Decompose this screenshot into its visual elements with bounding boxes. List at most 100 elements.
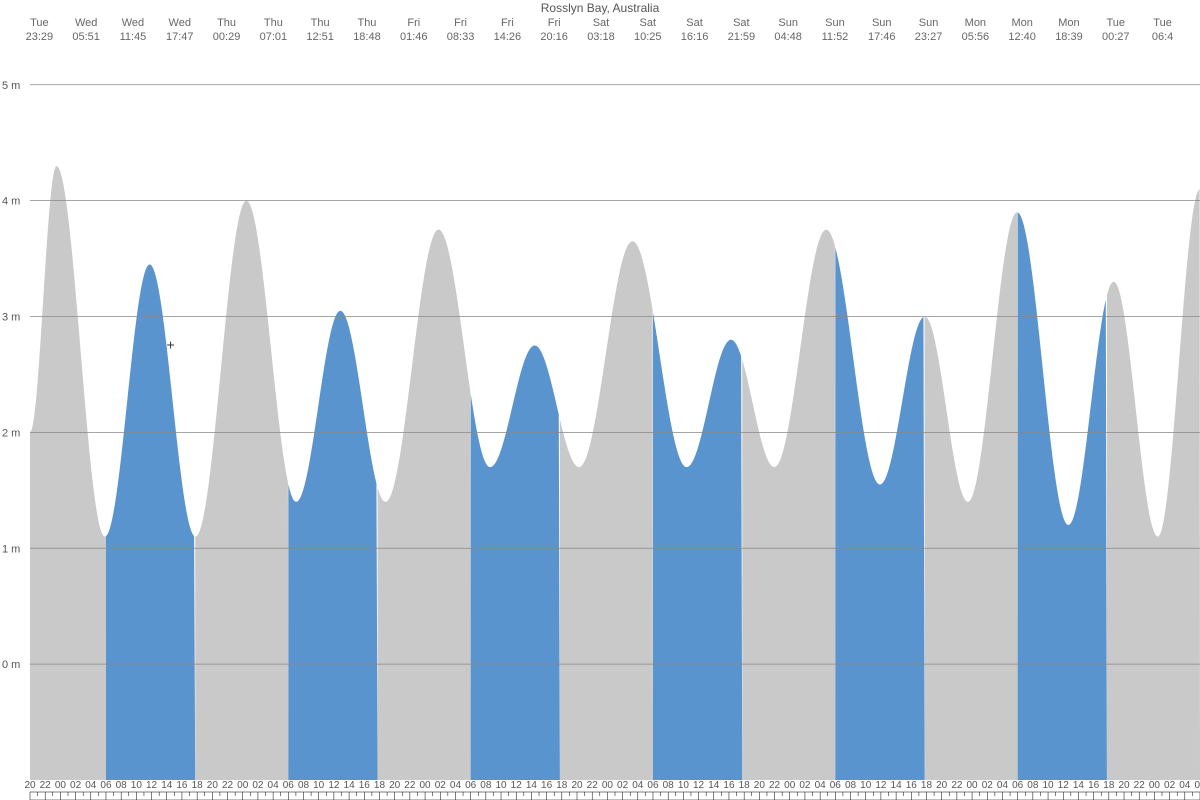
x-hour-label: 06 (283, 780, 295, 791)
x-hour-label: 02 (1164, 780, 1176, 791)
extreme-time-label: 04:48 (774, 31, 802, 43)
x-hour-label: 08 (298, 780, 310, 791)
x-hour-label: 10 (131, 780, 143, 791)
x-hour-label: 14 (1073, 780, 1085, 791)
extreme-time-label: 07:01 (260, 31, 288, 43)
x-hour-label: 18 (556, 780, 568, 791)
x-hour-label: 10 (678, 780, 690, 791)
extreme-time-label: 21:59 (728, 31, 756, 43)
extreme-time-label: 23:29 (26, 31, 54, 43)
extreme-day-label: Tue (1106, 17, 1125, 29)
extreme-day-label: Sun (872, 17, 892, 29)
extreme-day-label: Wed (169, 17, 191, 29)
chart-svg: 0 m1 m2 m3 m4 m5 mRosslyn Bay, Australia… (0, 0, 1200, 800)
extreme-day-label: Fri (501, 17, 514, 29)
x-hour-label: 04 (997, 780, 1009, 791)
extreme-day-label: Tue (30, 17, 49, 29)
x-hour-label: 06 (1194, 780, 1200, 791)
x-hour-label: 16 (176, 780, 188, 791)
x-hour-label: 22 (1134, 780, 1146, 791)
y-tick-label: 2 m (2, 427, 20, 439)
x-hour-label: 22 (404, 780, 416, 791)
tide-area-night (742, 230, 835, 780)
x-hour-label: 20 (389, 780, 401, 791)
x-hour-label: 08 (663, 780, 675, 791)
extreme-day-label: Thu (311, 17, 330, 29)
x-hour-label: 02 (982, 780, 994, 791)
extreme-day-label: Tue (1153, 17, 1172, 29)
tide-area-night (30, 166, 106, 780)
x-hour-label: 16 (723, 780, 735, 791)
tide-area-day (288, 311, 377, 780)
x-hour-label: 12 (875, 780, 887, 791)
x-hour-label: 06 (830, 780, 842, 791)
x-hour-label: 12 (328, 780, 340, 791)
extreme-day-label: Fri (407, 17, 420, 29)
x-hour-label: 18 (739, 780, 751, 791)
extreme-day-label: Mon (1058, 17, 1079, 29)
x-hour-label: 22 (951, 780, 963, 791)
extreme-day-label: Sat (733, 17, 750, 29)
x-hour-label: 00 (237, 780, 249, 791)
extreme-time-label: 17:46 (868, 31, 896, 43)
x-hour-label: 20 (24, 780, 36, 791)
extreme-time-label: 10:25 (634, 31, 662, 43)
extreme-day-label: Thu (357, 17, 376, 29)
x-hour-label: 10 (860, 780, 872, 791)
extreme-day-label: Thu (264, 17, 283, 29)
tide-area-day (835, 247, 924, 780)
x-hour-label: 04 (268, 780, 280, 791)
x-hour-label: 06 (647, 780, 659, 791)
x-hour-label: 04 (1179, 780, 1191, 791)
extreme-day-label: Thu (217, 17, 236, 29)
extreme-day-label: Mon (965, 17, 986, 29)
extreme-time-label: 23:27 (915, 31, 943, 43)
chart-title: Rosslyn Bay, Australia (541, 1, 660, 15)
x-hour-label: 04 (450, 780, 462, 791)
x-hour-label: 04 (85, 780, 97, 791)
y-tick-label: 3 m (2, 312, 20, 324)
x-hour-label: 14 (344, 780, 356, 791)
x-hour-label: 10 (495, 780, 507, 791)
x-hour-label: 00 (967, 780, 979, 791)
tide-area-night (925, 212, 1018, 780)
x-hour-label: 22 (222, 780, 234, 791)
y-tick-label: 1 m (2, 543, 20, 555)
tide-area-day (471, 345, 560, 780)
extreme-time-label: 05:56 (962, 31, 990, 43)
extreme-time-label: 14:26 (494, 31, 522, 43)
extreme-time-label: 00:27 (1102, 31, 1130, 43)
x-hour-label: 18 (374, 780, 386, 791)
x-hour-label: 00 (602, 780, 614, 791)
extreme-time-label: 05:51 (72, 31, 100, 43)
extreme-day-label: Sat (640, 17, 657, 29)
x-hour-label: 22 (769, 780, 781, 791)
extreme-time-label: 12:40 (1008, 31, 1036, 43)
extreme-time-label: 01:46 (400, 31, 428, 43)
x-hour-label: 02 (617, 780, 629, 791)
extreme-day-label: Sun (778, 17, 798, 29)
x-hour-label: 00 (1149, 780, 1161, 791)
x-hour-label: 08 (480, 780, 492, 791)
extreme-time-label: 00:29 (213, 31, 241, 43)
x-hour-label: 18 (192, 780, 204, 791)
extreme-day-label: Sun (825, 17, 845, 29)
extreme-time-label: 16:16 (681, 31, 709, 43)
x-hour-label: 00 (55, 780, 67, 791)
extreme-time-label: 20:16 (540, 31, 568, 43)
tide-area-day (653, 312, 742, 780)
x-hour-label: 04 (815, 780, 827, 791)
x-hour-label: 20 (936, 780, 948, 791)
x-hour-label: 02 (799, 780, 811, 791)
x-hour-label: 16 (1088, 780, 1100, 791)
extreme-time-label: 12:51 (306, 31, 334, 43)
extreme-time-label: 06:4 (1152, 31, 1173, 43)
extreme-day-label: Sat (593, 17, 610, 29)
extreme-time-label: 03:18 (587, 31, 615, 43)
x-hour-label: 18 (921, 780, 933, 791)
x-hour-label: 12 (146, 780, 158, 791)
y-tick-label: 4 m (2, 196, 20, 208)
extreme-day-label: Fri (454, 17, 467, 29)
tide-area-day (106, 264, 195, 780)
x-hour-label: 08 (1027, 780, 1039, 791)
